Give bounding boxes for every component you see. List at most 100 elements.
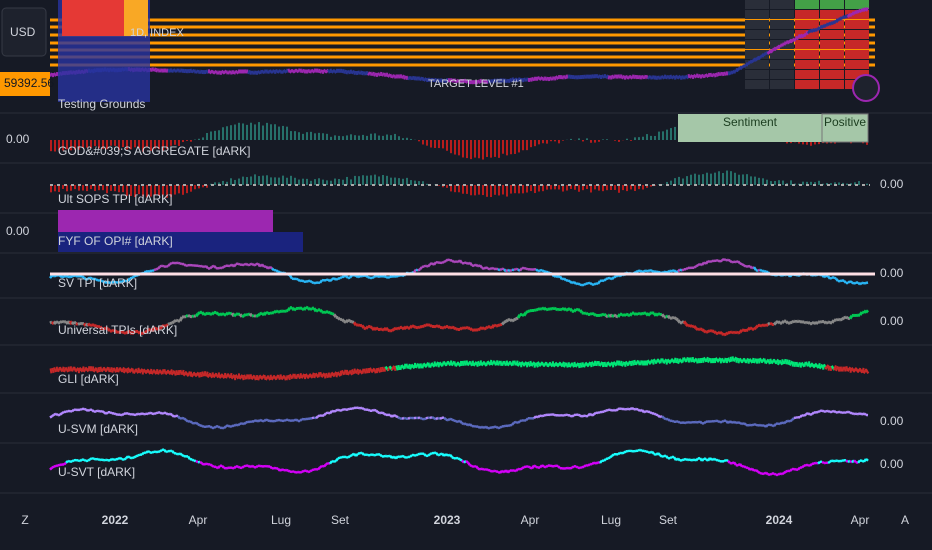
plot-line [682,320,688,325]
plot-line [166,369,172,376]
plot-line [670,358,676,364]
plot-line [481,467,485,471]
hist-bar [62,140,64,151]
plot-line [851,459,855,464]
hist-bar [650,185,652,187]
plot-line [191,314,195,319]
plot-line [846,366,852,372]
hist-bar [578,138,580,140]
plot-line [693,458,697,462]
hist-bar [554,140,556,142]
plot-line [731,461,735,465]
plot-line [179,452,183,456]
plot-line [317,466,321,471]
plot-line [548,361,554,368]
plot-line [117,280,121,284]
plot-line [409,454,413,458]
hist-bar [158,140,160,150]
hist-bar [102,140,104,149]
plot-line [845,410,849,414]
hist-bar [366,175,368,185]
hist-bar [442,185,444,188]
plot-line [229,311,233,316]
plot-line [265,418,269,422]
plot-line [134,368,140,374]
plot-line [297,470,301,474]
plot-line [501,469,505,474]
price-line [197,69,201,74]
plot-line [339,455,343,459]
hist-bar [534,140,536,147]
plot-line [553,464,557,468]
plot-line [765,423,769,428]
plot-line [606,361,612,367]
alert-icon[interactable] [852,74,880,102]
plot-line [255,464,259,469]
plot-line [776,320,782,325]
hist-bar [518,140,520,153]
plot-line [159,411,163,415]
plot-line [194,312,200,318]
hist-bar [50,140,52,152]
plot-line [651,450,655,455]
plot-line [365,453,369,457]
plot-line [541,306,545,311]
plot-line [807,320,811,325]
plot-line [61,410,65,415]
plot-line [555,307,559,312]
hist-bar [430,140,432,148]
hist-bar [438,140,440,149]
plot-line [521,465,525,470]
plot-line [75,322,79,326]
plot-line [150,369,156,375]
plot-line [215,465,219,470]
price-line [509,77,513,83]
plot-line [623,407,627,411]
price-line [155,68,159,73]
plot-line [843,315,847,320]
plot-line [787,419,791,423]
price-line [357,70,361,75]
plot-line [789,418,793,423]
plot-line [123,279,127,283]
plot-line [837,317,841,322]
plot-line [465,459,469,464]
plot-line [321,310,325,315]
plot-line [540,361,546,368]
pane-label: U-SVM [dARK] [58,422,138,436]
hist-bar [66,185,68,192]
plot-line [89,457,93,461]
plot-line [327,461,331,465]
plot-line [156,369,162,375]
plot-line [466,461,472,467]
plot-line [645,409,649,413]
plot-line [738,357,744,364]
plot-line [487,426,491,430]
currency-button[interactable] [1,7,47,57]
plot-line [59,412,63,416]
hist-bar [610,185,612,191]
plot-line [741,464,745,468]
plot-line [864,309,870,314]
plot-line [716,357,722,363]
plot-line [397,326,401,331]
hist-bar [338,178,340,185]
plot-line [258,374,264,381]
plot-line [841,459,845,463]
plot-line [194,371,200,378]
plot-line [744,357,750,364]
hist-bar [214,130,216,140]
plot-line [689,324,693,329]
plot-line [213,264,217,269]
plot-line [695,420,699,424]
plot-line [692,324,698,330]
plot-line [131,275,135,279]
sentiment: Sentiment [723,115,778,129]
plot-line [309,469,313,473]
plot-line [529,466,533,470]
hist-bar [166,185,168,198]
plot-line [344,318,350,324]
plot-line [101,458,105,462]
plot-line [53,366,57,373]
